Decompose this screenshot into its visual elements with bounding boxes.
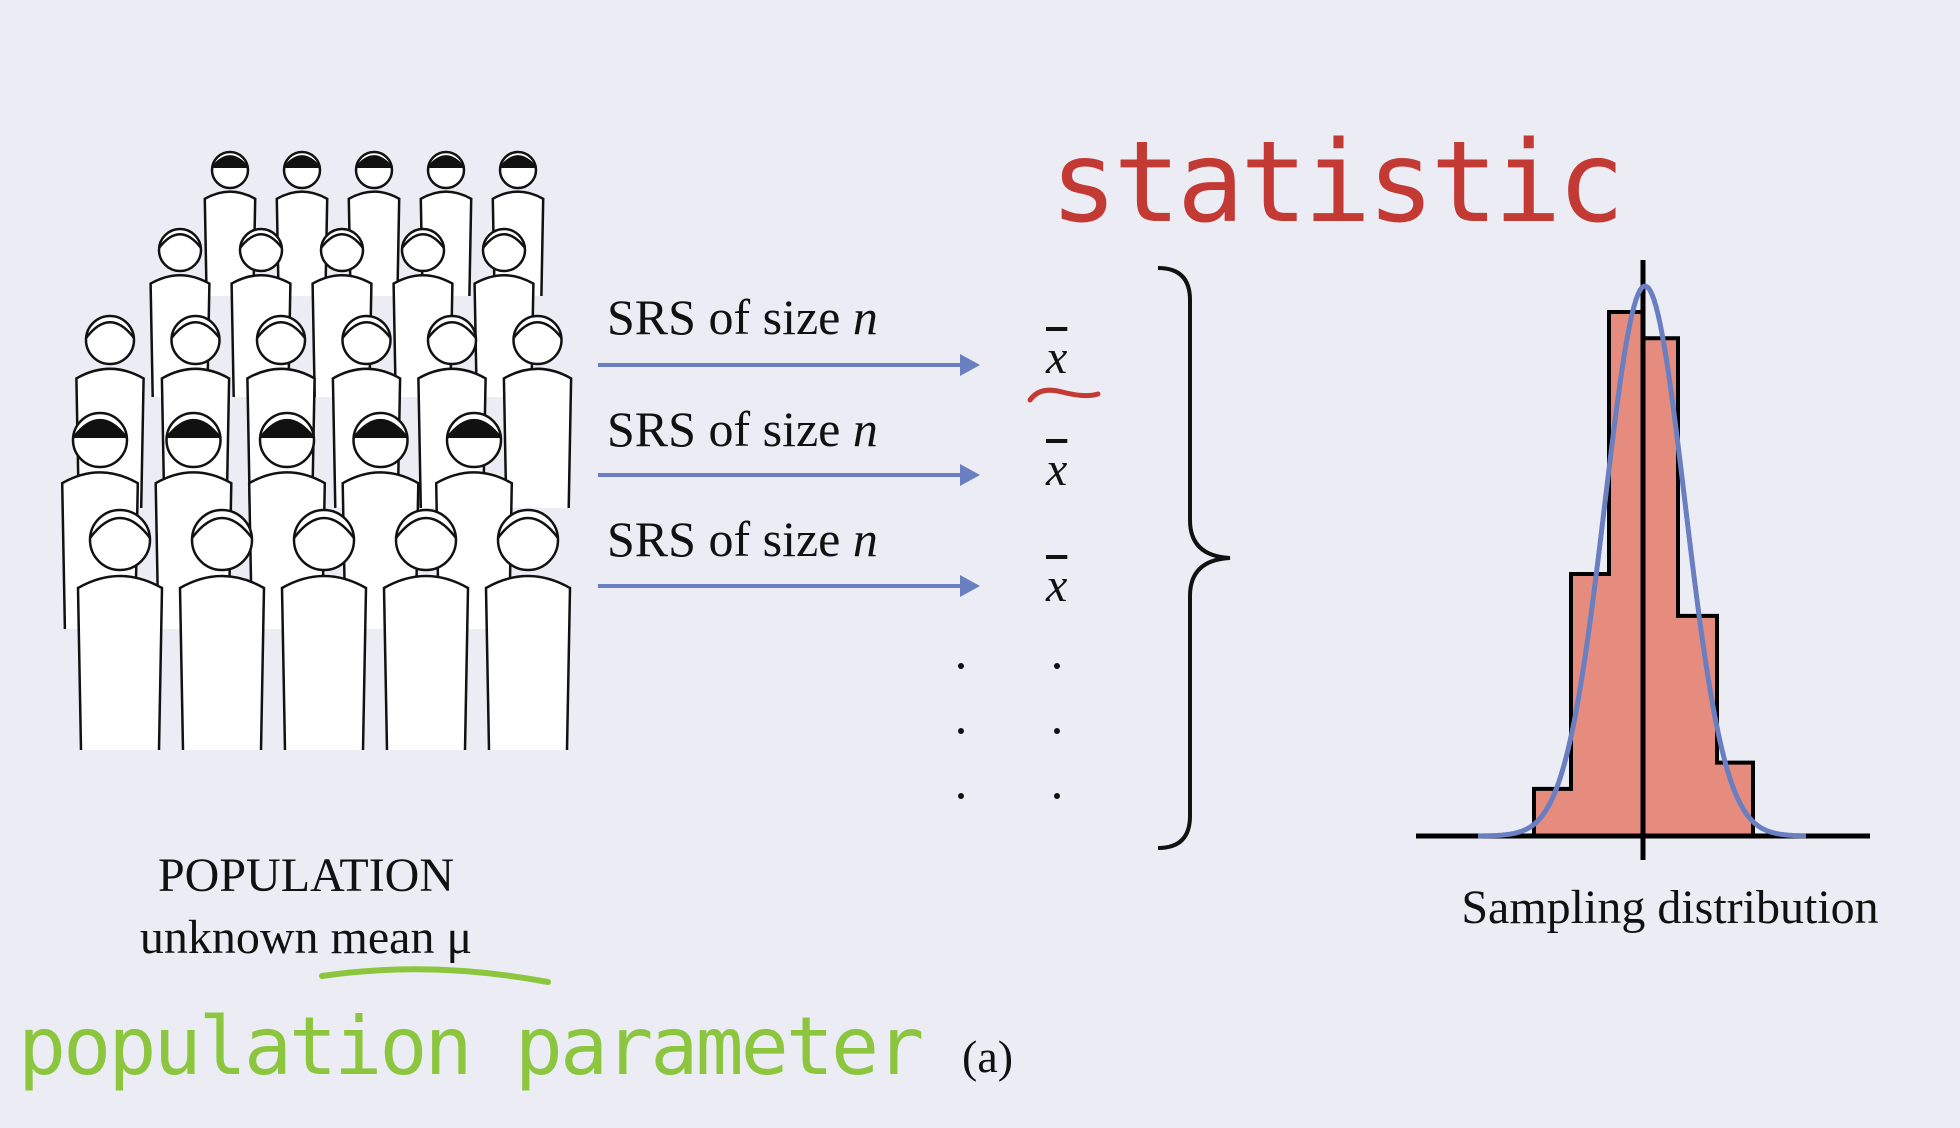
sample-label-2: SRS of size n [607, 401, 878, 457]
person-figure [311, 227, 373, 398]
normal-curve [1478, 283, 1806, 839]
parameter-underline [319, 966, 551, 985]
histogram-bar [1609, 312, 1643, 836]
person-figure [473, 227, 535, 398]
person-figure [502, 314, 573, 509]
sample-arrow [598, 464, 980, 486]
histogram-bar [1678, 615, 1717, 836]
person-figure [76, 508, 164, 751]
sample-mean-2: x [1046, 443, 1068, 496]
curly-brace [1157, 266, 1231, 850]
crowd-illustration [60, 150, 573, 751]
person-figure [280, 508, 368, 751]
person-figure [392, 227, 454, 398]
population-title: POPULATION [157, 849, 454, 902]
sample-mean-3: x [1046, 559, 1068, 612]
figure-label: (a) [962, 1031, 1014, 1082]
sample-arrow [598, 575, 980, 597]
sample-label-3: SRS of size n [607, 511, 878, 567]
population-parameter-annotation: population parameter [18, 1000, 924, 1093]
person-figure [178, 508, 266, 751]
statistic-underline [1027, 387, 1101, 403]
person-figure [275, 150, 329, 297]
ellipsis-dots [958, 663, 1060, 799]
sample-label-1: SRS of size n [607, 289, 878, 345]
person-figure [484, 508, 572, 751]
sample-arrow [598, 354, 980, 376]
person-figure [382, 508, 470, 751]
person-figure [347, 150, 401, 297]
sample-mean-1: x [1046, 331, 1068, 384]
population-subtitle: unknown mean μ [139, 911, 473, 964]
person-figure [203, 150, 257, 297]
sampling-histogram [1416, 260, 1870, 860]
sampling-distribution-label: Sampling distribution [1461, 881, 1879, 934]
histogram-bar [1643, 338, 1678, 836]
statistic-annotation: statistic [1050, 118, 1625, 248]
person-figure [419, 150, 473, 297]
histogram-bar [1717, 762, 1753, 836]
